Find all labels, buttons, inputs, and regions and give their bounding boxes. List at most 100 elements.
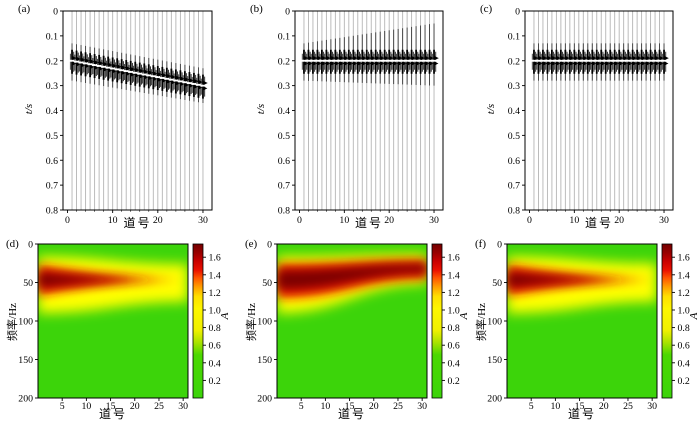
svg-text:0.5: 0.5 — [508, 131, 520, 142]
svg-text:100: 100 — [487, 317, 502, 328]
svg-text:1.4: 1.4 — [209, 270, 221, 281]
svg-text:5: 5 — [299, 401, 304, 412]
svg-text:0: 0 — [527, 215, 532, 226]
svg-text:0: 0 — [53, 7, 58, 18]
panel-a: (a) t/s 0 10 20 30 0 0.1 0.2 0.3 0.4 0.5 0.6 0.7 0.8… — [18, 3, 213, 230]
svg-text:0: 0 — [297, 215, 302, 226]
svg-text:30: 30 — [198, 215, 208, 226]
svg-text:0.2: 0.2 — [508, 56, 520, 67]
svg-text:20: 20 — [130, 401, 140, 412]
svg-text:1.6: 1.6 — [448, 253, 460, 264]
svg-text:30: 30 — [647, 401, 657, 412]
panel-a-xlabel: 道号 — [123, 216, 152, 230]
panel-c-label: (c) — [480, 3, 493, 15]
svg-text:1.2: 1.2 — [209, 288, 221, 299]
heatmap-plot-f: 5 10 15 20 25 30 0 50 100 150 200 — [487, 240, 658, 412]
svg-text:1.0: 1.0 — [209, 306, 221, 317]
svg-text:0.3: 0.3 — [46, 81, 58, 92]
svg-text:0.7: 0.7 — [46, 181, 58, 192]
svg-text:0.4: 0.4 — [278, 106, 290, 117]
svg-text:10: 10 — [550, 401, 560, 412]
svg-text:0.5: 0.5 — [278, 131, 290, 142]
panel-d-xlabel: 道号 — [98, 407, 127, 421]
svg-text:0.6: 0.6 — [209, 341, 221, 352]
svg-text:0.6: 0.6 — [278, 156, 290, 167]
wiggle-plot-c: 0 10 20 30 0 0.1 0.2 0.3 0.4 0.5 0.6 0.7 0.8 — [508, 7, 674, 226]
panel-f: (f) 频率/Hz 5 10 15 20 25 30 0 50 100 150 200 0.2 0.4… — [475, 238, 700, 421]
svg-text:20: 20 — [153, 215, 163, 226]
svg-text:10: 10 — [569, 215, 579, 226]
svg-text:0.4: 0.4 — [46, 106, 58, 117]
svg-text:1.4: 1.4 — [678, 270, 690, 281]
panel-b-ylabel: t/s — [255, 103, 267, 115]
svg-text:1.0: 1.0 — [678, 306, 690, 317]
colorbar-e-label: A — [458, 312, 470, 320]
panel-d-label: (d) — [6, 238, 19, 250]
svg-text:0: 0 — [497, 240, 502, 251]
svg-text:0.4: 0.4 — [209, 358, 221, 369]
svg-text:20: 20 — [614, 215, 624, 226]
svg-text:1.2: 1.2 — [448, 288, 460, 299]
svg-text:0.5: 0.5 — [46, 131, 58, 142]
svg-text:50: 50 — [492, 278, 502, 289]
svg-text:0: 0 — [65, 215, 70, 226]
svg-text:50: 50 — [23, 278, 33, 289]
svg-text:1.6: 1.6 — [209, 253, 221, 264]
svg-text:0.2: 0.2 — [278, 56, 290, 67]
svg-text:1.6: 1.6 — [678, 253, 690, 264]
colorbar-d: 0.2 0.4 0.6 0.8 1.0 1.2 1.4 1.6 — [192, 243, 221, 399]
svg-text:1.2: 1.2 — [678, 288, 690, 299]
panel-b-label: (b) — [250, 3, 263, 15]
svg-text:0.1: 0.1 — [508, 31, 520, 42]
svg-text:10: 10 — [320, 401, 330, 412]
svg-text:0.1: 0.1 — [278, 31, 290, 42]
svg-text:100: 100 — [257, 317, 272, 328]
svg-text:15: 15 — [575, 401, 585, 412]
svg-text:0.6: 0.6 — [508, 156, 520, 167]
svg-text:0.4: 0.4 — [448, 358, 460, 369]
svg-text:0: 0 — [28, 240, 33, 251]
panel-b: (b) t/s 0 10 20 30 0 0.1 0.2 0.3 0.4 0.5 0.6 0.7 0.8… — [250, 3, 444, 230]
wiggle-plot-b: 0 10 20 30 0 0.1 0.2 0.3 0.4 0.5 0.6 0.7 0.8 — [278, 7, 444, 226]
svg-text:0.8: 0.8 — [448, 323, 460, 334]
svg-text:5: 5 — [529, 401, 534, 412]
svg-text:15: 15 — [345, 401, 355, 412]
svg-text:0: 0 — [515, 7, 520, 18]
svg-text:0.2: 0.2 — [46, 56, 58, 67]
panel-b-xlabel: 道号 — [354, 216, 383, 230]
svg-text:0: 0 — [285, 7, 290, 18]
svg-text:0.8: 0.8 — [678, 323, 690, 334]
colorbar-e: 0.2 0.4 0.6 0.8 1.0 1.2 1.4 1.6 — [431, 243, 460, 399]
svg-text:0.8: 0.8 — [209, 323, 221, 334]
svg-text:0.2: 0.2 — [678, 376, 690, 387]
svg-text:0.6: 0.6 — [448, 341, 460, 352]
svg-text:20: 20 — [599, 401, 609, 412]
svg-text:0.6: 0.6 — [46, 156, 58, 167]
svg-text:10: 10 — [339, 215, 349, 226]
svg-text:150: 150 — [487, 355, 502, 366]
svg-text:1.4: 1.4 — [448, 270, 460, 281]
svg-text:0.1: 0.1 — [46, 31, 58, 42]
svg-text:150: 150 — [18, 355, 33, 366]
panel-e-xlabel: 道号 — [337, 407, 366, 421]
svg-text:0.2: 0.2 — [448, 376, 460, 387]
svg-text:30: 30 — [429, 215, 439, 226]
svg-text:0.4: 0.4 — [678, 358, 690, 369]
svg-text:0: 0 — [267, 240, 272, 251]
svg-text:10: 10 — [108, 215, 118, 226]
colorbar-d-label: A — [219, 312, 231, 320]
svg-text:200: 200 — [257, 394, 272, 405]
svg-text:30: 30 — [417, 401, 427, 412]
heatmap-plot-e: 5 10 15 20 25 30 0 50 100 150 200 — [257, 240, 428, 412]
svg-text:150: 150 — [257, 355, 272, 366]
panel-a-ylabel: t/s — [23, 103, 35, 115]
panel-f-xlabel: 道号 — [567, 407, 596, 421]
panel-c-ylabel: t/s — [485, 103, 497, 115]
panel-e-label: (e) — [245, 238, 258, 250]
svg-text:0.6: 0.6 — [678, 341, 690, 352]
svg-text:200: 200 — [18, 394, 33, 405]
svg-text:20: 20 — [369, 401, 379, 412]
svg-text:200: 200 — [487, 394, 502, 405]
svg-text:25: 25 — [154, 401, 164, 412]
svg-text:0.2: 0.2 — [209, 376, 221, 387]
